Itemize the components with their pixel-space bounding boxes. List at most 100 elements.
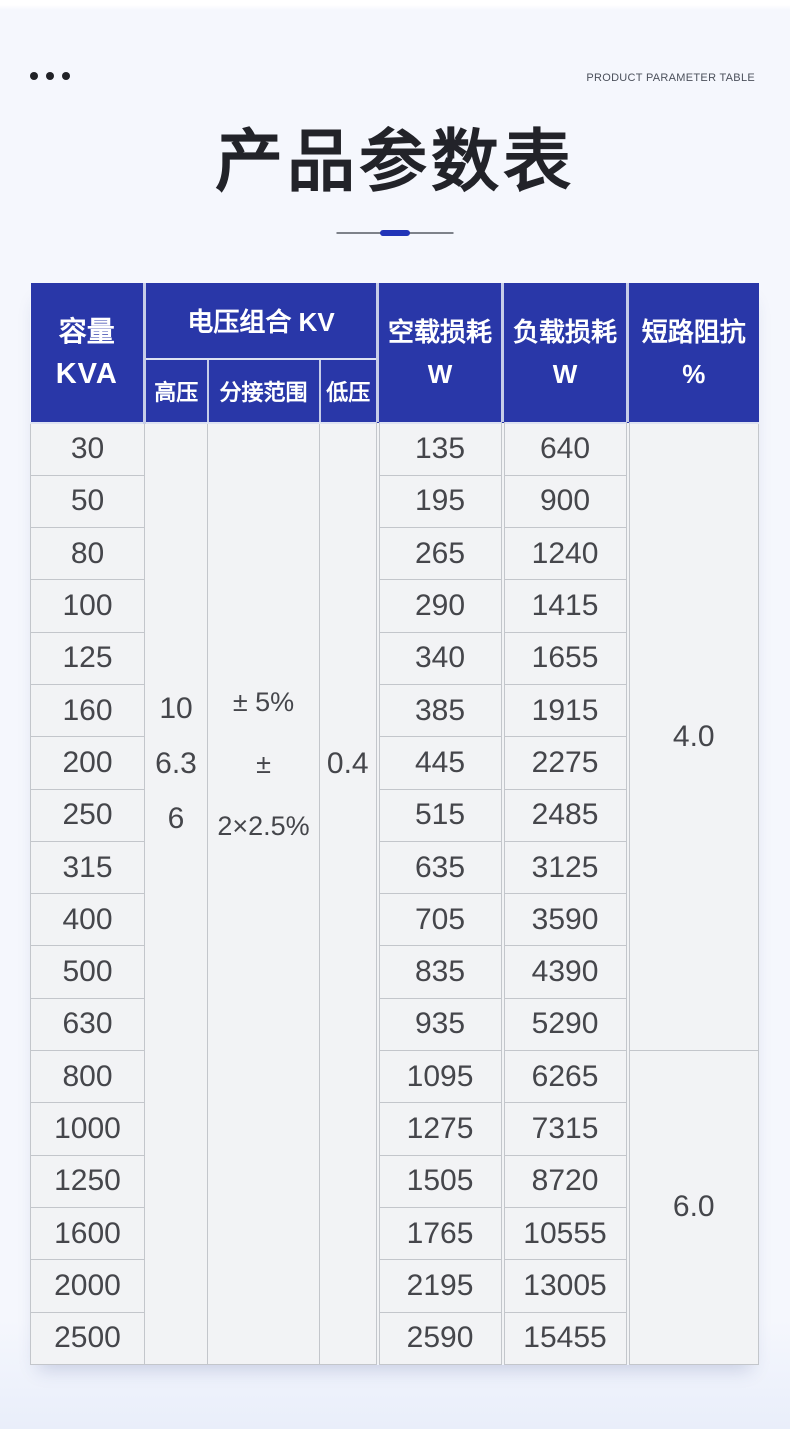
capacity-cell: 500 xyxy=(30,945,145,999)
load-loss-cell: 640 xyxy=(500,422,629,476)
load-loss-cell: 3590 xyxy=(500,893,629,947)
table-row: 1600 1765 10555 xyxy=(30,1206,759,1261)
header-no-load-loss: 空载损耗 W xyxy=(376,283,505,424)
title-divider xyxy=(0,227,790,239)
capacity-cell: 2500 xyxy=(30,1311,145,1365)
table-row: 250 515 2485 xyxy=(30,788,759,842)
header-load-loss: 负载损耗 W xyxy=(501,283,630,424)
capacity-cell: 80 xyxy=(30,527,145,581)
capacity-cell: 315 xyxy=(30,840,145,895)
load-loss-cell: 1915 xyxy=(500,683,629,738)
ellipsis-dots-icon xyxy=(30,72,70,80)
high-voltage-value: 6 xyxy=(167,802,185,836)
load-loss-cell: 13005 xyxy=(500,1259,629,1313)
header-capacity: 容量 KVA xyxy=(30,283,146,424)
load-loss-cell: 2485 xyxy=(500,788,629,842)
spec-table: 容量 KVA 电压组合 KV 空载损耗 W 负载损耗 W 短路阻抗 % 高 xyxy=(30,283,760,1365)
table-row: 1000 1275 7315 xyxy=(30,1102,759,1156)
capacity-cell: 250 xyxy=(30,788,145,842)
no-load-loss-cell: 290 xyxy=(375,579,504,633)
no-load-loss-cell: 1275 xyxy=(375,1102,504,1156)
load-loss-cell: 1240 xyxy=(500,527,629,581)
table-row: 630 935 5290 xyxy=(30,997,759,1052)
load-loss-cell: 900 xyxy=(500,474,629,529)
load-loss-cell: 1415 xyxy=(500,579,629,633)
no-load-loss-cell: 135 xyxy=(375,422,504,476)
no-load-loss-cell: 635 xyxy=(375,840,504,895)
tap-range-span-cell: ± 5% ± 2×2.5% xyxy=(207,422,320,1365)
table-row: 160 385 1915 xyxy=(30,683,759,738)
capacity-cell: 30 xyxy=(30,422,145,476)
table-row: 1250 1505 8720 xyxy=(30,1154,759,1208)
high-voltage-value: 6.3 xyxy=(155,747,197,781)
table-row: 30 10 6.3 6 ± 5% ± 2×2.5% 0.4 135 640 4.0 xyxy=(30,422,760,1365)
table-row: 500 835 4390 xyxy=(30,945,759,999)
no-load-loss-cell: 195 xyxy=(375,474,504,529)
no-load-loss-cell: 445 xyxy=(375,736,504,790)
capacity-cell: 50 xyxy=(30,474,145,529)
no-load-loss-cell: 340 xyxy=(375,631,504,685)
header-voltage-group: 电压组合 KV xyxy=(142,283,380,360)
table-row: 50 195 900 xyxy=(30,474,759,529)
capacity-cell: 1000 xyxy=(30,1102,145,1156)
no-load-loss-cell: 515 xyxy=(375,788,504,842)
capacity-cell: 200 xyxy=(30,736,145,790)
no-load-loss-cell: 265 xyxy=(375,527,504,581)
page-title: 产品参数表 xyxy=(214,124,575,200)
load-loss-cell: 5290 xyxy=(500,997,629,1052)
load-loss-cell: 4390 xyxy=(500,945,629,999)
load-loss-cell: 10555 xyxy=(500,1206,629,1261)
load-loss-cell: 8720 xyxy=(500,1154,629,1208)
no-load-loss-cell: 1505 xyxy=(375,1154,504,1208)
header-impedance-unit: % xyxy=(682,358,706,389)
no-load-loss-cell: 705 xyxy=(375,893,504,947)
header-impedance-label: 短路阻抗 xyxy=(641,316,746,347)
high-voltage-value: 10 xyxy=(159,692,193,726)
no-load-loss-cell: 935 xyxy=(375,997,504,1052)
no-load-loss-cell: 2590 xyxy=(375,1311,504,1365)
table-row: 800 1095 6265 6.0 xyxy=(30,1050,760,1365)
table-row: 100 290 1415 xyxy=(30,579,759,633)
load-loss-cell: 7315 xyxy=(500,1102,629,1156)
no-load-loss-cell: 1095 xyxy=(375,1050,504,1104)
header-low-voltage: 低压 xyxy=(318,358,378,424)
header-tap-range: 分接范围 xyxy=(206,358,321,424)
table-row: 125 340 1655 xyxy=(30,631,759,685)
tap-range-value: ± 5% xyxy=(232,686,295,717)
header-capacity-unit: KVA xyxy=(55,357,118,390)
header-no-load-loss-unit: W xyxy=(427,358,453,389)
tap-range-value: ± 2×2.5% xyxy=(217,748,310,841)
impedance-cell: 4.0 xyxy=(625,422,760,1052)
no-load-loss-cell: 835 xyxy=(375,945,504,999)
table-row: 80 265 1240 xyxy=(30,527,759,581)
capacity-cell: 1250 xyxy=(30,1154,145,1208)
capacity-cell: 1600 xyxy=(30,1206,145,1261)
no-load-loss-cell: 385 xyxy=(375,683,504,738)
capacity-cell: 160 xyxy=(30,683,145,738)
no-load-loss-cell: 2195 xyxy=(375,1259,504,1313)
load-loss-cell: 2275 xyxy=(500,736,629,790)
dot-icon xyxy=(46,72,54,80)
load-loss-cell: 3125 xyxy=(500,840,629,895)
load-loss-cell: 1655 xyxy=(500,631,629,685)
header-impedance: 短路阻抗 % xyxy=(626,283,759,424)
load-loss-cell: 15455 xyxy=(500,1311,629,1365)
capacity-cell: 800 xyxy=(30,1050,145,1104)
header-high-voltage: 高压 xyxy=(144,358,209,424)
table-row: 2500 2590 15455 xyxy=(30,1311,759,1365)
capacity-cell: 100 xyxy=(30,579,145,633)
capacity-cell: 125 xyxy=(30,631,145,685)
low-voltage-span-cell: 0.4 xyxy=(318,422,379,1365)
header-load-loss-label: 负载损耗 xyxy=(513,316,618,347)
load-loss-cell: 6265 xyxy=(500,1050,629,1104)
header-capacity-label: 容量 xyxy=(58,315,115,347)
high-voltage-span-cell: 10 6.3 6 xyxy=(144,422,208,1365)
divider-accent xyxy=(380,230,410,236)
table-row: 315 635 3125 xyxy=(30,840,759,895)
dot-icon xyxy=(30,72,38,80)
spec-table-body: 30 10 6.3 6 ± 5% ± 2×2.5% 0.4 135 640 4.0 50 195 900… xyxy=(30,422,760,1365)
impedance-cell: 6.0 xyxy=(625,1050,760,1365)
capacity-cell: 630 xyxy=(30,997,145,1052)
kicker-text: PRODUCT PARAMETER TABLE xyxy=(586,72,755,84)
